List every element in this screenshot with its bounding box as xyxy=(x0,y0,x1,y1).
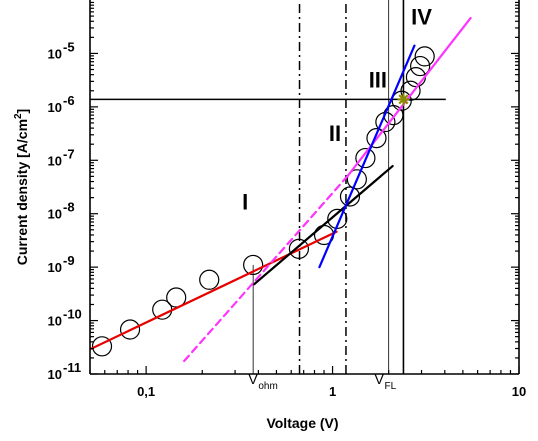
fit-line-4 xyxy=(318,44,416,269)
y-tick-label: 10 xyxy=(48,100,62,115)
y-tick-label: 10 xyxy=(48,367,62,382)
x-tick-label: 10 xyxy=(512,384,526,399)
annotation-label: V xyxy=(248,371,258,387)
y-tick-label-exponent: -11 xyxy=(63,360,81,375)
data-point xyxy=(410,55,431,77)
y-tick-label-exponent: -10 xyxy=(63,307,82,322)
data-point xyxy=(346,169,367,190)
data-point xyxy=(400,80,421,101)
y-axis-title-sup: 2 xyxy=(13,113,24,119)
y-tick-label: 10 xyxy=(48,314,62,329)
y-tick-label-exponent: -9 xyxy=(63,253,75,268)
fit-line-0 xyxy=(90,230,338,351)
y-tick-label-exponent: -5 xyxy=(63,39,75,54)
annotation-label: V xyxy=(375,371,385,387)
x-axis-title: Voltage (V) xyxy=(266,415,338,431)
x-tick-label: 0,1 xyxy=(137,384,155,399)
y-tick-label: 10 xyxy=(48,46,62,61)
star-marker-stroke xyxy=(398,94,409,105)
fit-line-3 xyxy=(346,16,472,178)
fit-line-1 xyxy=(253,164,394,286)
data-point xyxy=(199,269,220,290)
y-axis-title-end: ] xyxy=(14,109,30,114)
data-point xyxy=(405,67,427,88)
data-point xyxy=(288,238,310,259)
y-axis-title: Current density [A/cm2] xyxy=(13,109,30,265)
region-label: III xyxy=(369,68,387,93)
y-axis-title-main: Current density [A/cm xyxy=(14,119,30,265)
annotation-subscript: ohm xyxy=(258,381,277,392)
y-tick-label-exponent: -8 xyxy=(63,200,75,215)
region-label: IV xyxy=(411,4,432,29)
data-point xyxy=(91,336,113,357)
y-tick-label: 10 xyxy=(48,153,62,168)
region-label: II xyxy=(329,121,341,146)
data-point xyxy=(355,147,376,169)
y-tick-label-exponent: -6 xyxy=(63,93,75,108)
data-point xyxy=(243,254,264,276)
data-point xyxy=(119,319,141,340)
annotation-subscript: FL xyxy=(385,381,397,392)
region-label: I xyxy=(242,189,248,214)
fit-line-2 xyxy=(183,175,349,363)
data-point xyxy=(366,128,387,149)
data-point xyxy=(414,46,435,67)
x-tick-label: 1 xyxy=(329,384,336,399)
y-tick-label: 10 xyxy=(48,207,62,222)
y-tick-label: 10 xyxy=(48,260,62,275)
data-point xyxy=(339,186,361,207)
data-point xyxy=(327,208,348,229)
star-marker xyxy=(397,93,410,106)
y-tick-label-exponent: -7 xyxy=(63,146,75,161)
